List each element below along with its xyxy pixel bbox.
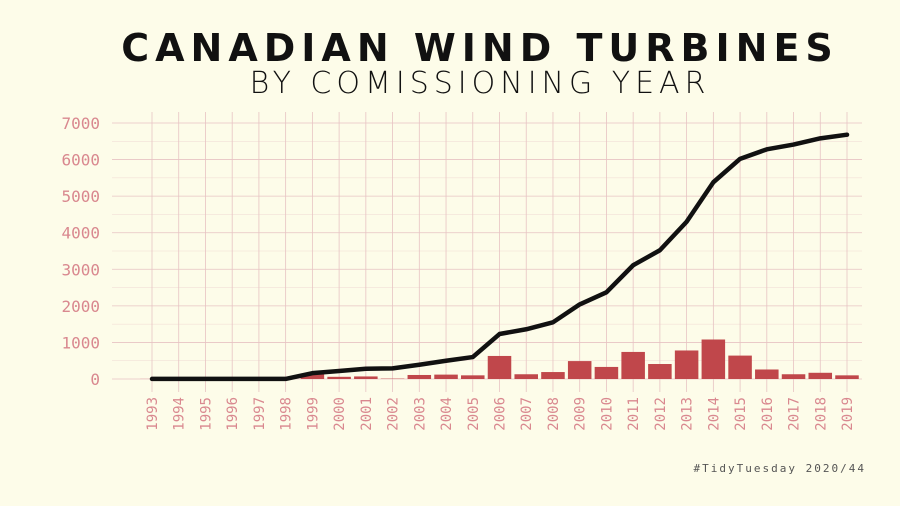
x-tick-label: 2001 — [359, 397, 375, 431]
x-tick-label: 1997 — [252, 397, 268, 431]
y-tick-label: 3000 — [61, 260, 100, 279]
x-tick-label: 2008 — [546, 397, 562, 431]
y-tick-label: 4000 — [61, 224, 100, 243]
x-tick-label: 2012 — [653, 397, 669, 431]
x-tick-label: 2015 — [733, 397, 749, 431]
cumulative-line — [149, 132, 850, 382]
bar — [514, 374, 538, 379]
bar — [487, 355, 512, 379]
bar — [327, 376, 351, 379]
bar — [808, 372, 833, 379]
bar — [621, 351, 645, 379]
bar — [594, 366, 619, 379]
x-tick-label: 2018 — [813, 397, 829, 431]
y-tick-label: 6000 — [61, 151, 100, 170]
bar — [434, 374, 458, 379]
x-tick-label: 2016 — [760, 397, 776, 431]
bar — [648, 364, 672, 379]
x-tick-label: 1999 — [305, 397, 321, 431]
bar — [407, 374, 432, 379]
caption: #TidyTuesday 2020/44 — [693, 462, 866, 475]
x-tick-label: 1995 — [198, 397, 214, 431]
x-tick-label: 2017 — [787, 397, 803, 431]
x-tick-label: 1998 — [279, 397, 295, 431]
line-series — [149, 132, 850, 382]
x-tick-label: 1993 — [145, 397, 161, 431]
x-tick-label: 2000 — [332, 397, 348, 431]
x-tick-label: 2002 — [386, 397, 402, 431]
x-tick-label: 2005 — [466, 397, 482, 431]
bar — [755, 369, 779, 379]
bar — [541, 372, 565, 379]
x-tick-label: 1994 — [172, 397, 188, 431]
x-tick-label: 2011 — [626, 397, 642, 431]
x-tick-label: 1996 — [225, 397, 241, 431]
bar — [835, 375, 859, 379]
x-tick-label: 2007 — [519, 397, 535, 431]
x-tick-label: 2003 — [412, 397, 428, 431]
chart-title: Canadian Wind Turbines — [121, 26, 839, 70]
x-tick-label: 2004 — [439, 397, 455, 431]
bar — [674, 350, 699, 379]
bar — [354, 376, 378, 379]
bar — [701, 339, 726, 379]
y-tick-label: 0 — [90, 370, 100, 389]
x-tick-label: 2006 — [493, 397, 509, 431]
x-tick-label: 2014 — [706, 397, 722, 431]
y-axis-labels: 0 1000 2000 3000 4000 5000 6000 7000 — [61, 114, 100, 389]
grid — [112, 112, 862, 392]
y-tick-label: 7000 — [61, 114, 100, 133]
bar — [461, 375, 485, 379]
y-tick-label: 1000 — [61, 333, 100, 352]
chart-subtitle: by Comissioning Year — [249, 66, 711, 101]
bar — [728, 355, 752, 379]
x-tick-label: 2010 — [599, 397, 615, 431]
y-tick-label: 5000 — [61, 187, 100, 206]
bar — [300, 373, 325, 379]
y-tick-label: 2000 — [61, 297, 100, 316]
x-tick-label: 2013 — [680, 397, 696, 431]
x-tick-label: 2019 — [840, 397, 856, 431]
x-tick-label: 2009 — [573, 397, 589, 431]
x-axis-labels: 1993 1994 1995 1996 1997 1998 1999 2000 2001 2002… — [145, 397, 856, 431]
bar — [781, 374, 806, 379]
bar — [567, 361, 592, 379]
bar-series — [140, 339, 859, 379]
